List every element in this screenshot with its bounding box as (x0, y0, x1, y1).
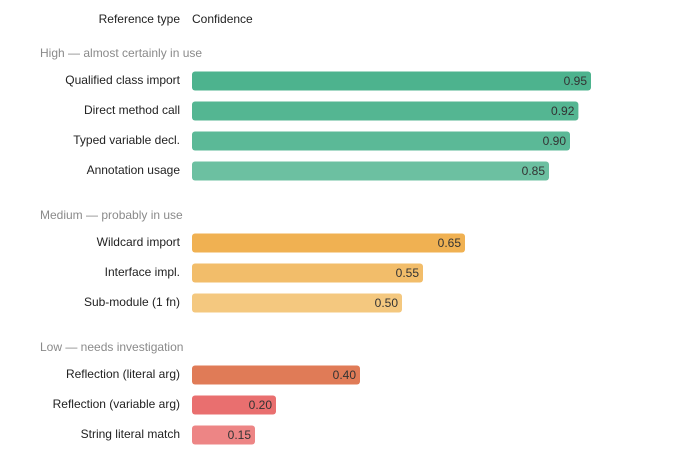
value-label: 0.15 (228, 428, 252, 442)
bar (192, 71, 591, 91)
category-label: Direct method call (84, 103, 180, 117)
bar (192, 233, 465, 253)
value-label: 0.65 (438, 236, 462, 250)
group-header: High — almost certainly in use (40, 46, 202, 60)
bar (192, 293, 402, 313)
category-header: Reference type (99, 12, 181, 26)
value-label: 0.92 (551, 104, 575, 118)
value-label: 0.55 (396, 266, 420, 280)
category-label: Wildcard import (97, 235, 181, 249)
category-label: Reflection (variable arg) (53, 397, 180, 411)
bar (192, 263, 423, 283)
group-header: Low — needs investigation (40, 340, 183, 354)
category-label: Interface impl. (105, 265, 180, 279)
category-label: String literal match (81, 427, 180, 441)
category-label: Sub-module (1 fn) (84, 295, 180, 309)
value-label: 0.85 (522, 164, 546, 178)
category-label: Qualified class import (65, 73, 180, 87)
bar (192, 425, 255, 445)
value-label: 0.50 (375, 296, 399, 310)
group-header: Medium — probably in use (40, 208, 183, 222)
bar (192, 101, 579, 121)
category-label: Reflection (literal arg) (66, 367, 180, 381)
bar (192, 161, 549, 181)
bar (192, 395, 276, 415)
value-label: 0.90 (543, 134, 567, 148)
value-label: 0.20 (249, 398, 273, 412)
bar (192, 365, 360, 385)
bar (192, 131, 570, 151)
value-header: Confidence (192, 12, 253, 26)
category-label: Typed variable decl. (73, 133, 180, 147)
category-label: Annotation usage (87, 163, 181, 177)
value-label: 0.40 (333, 368, 357, 382)
value-label: 0.95 (564, 74, 588, 88)
